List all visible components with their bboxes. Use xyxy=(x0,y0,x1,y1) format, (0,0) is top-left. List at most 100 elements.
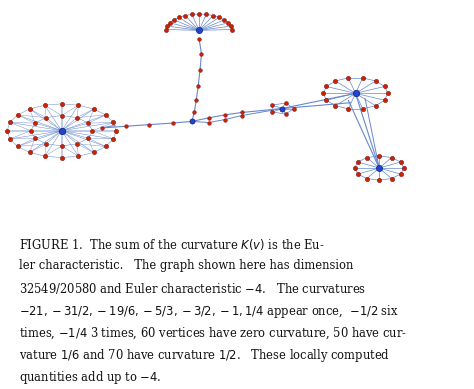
Point xyxy=(269,109,276,115)
Point xyxy=(27,128,35,134)
Point xyxy=(205,115,212,121)
Point xyxy=(102,112,109,118)
Point xyxy=(90,106,98,112)
Point xyxy=(290,105,298,112)
Point xyxy=(26,106,33,112)
Point xyxy=(359,75,366,81)
Point xyxy=(43,114,50,121)
Point xyxy=(146,121,153,128)
Point xyxy=(195,11,203,17)
Point xyxy=(73,114,81,121)
Point xyxy=(323,97,330,103)
Point xyxy=(372,103,379,109)
Point xyxy=(163,23,171,29)
Point xyxy=(397,159,404,165)
Point xyxy=(228,23,235,29)
Point xyxy=(58,154,65,161)
Point xyxy=(278,105,286,112)
Point xyxy=(202,11,210,18)
Point xyxy=(220,17,228,23)
Point xyxy=(89,128,96,134)
Point xyxy=(354,159,362,165)
Point xyxy=(109,119,117,126)
Point xyxy=(345,75,352,81)
Point xyxy=(192,97,200,103)
Point xyxy=(6,136,14,142)
Point xyxy=(14,144,21,150)
Point xyxy=(372,78,379,84)
Text: $-21, -31/2, -19/6, -5/3, -3/2, -1, 1/4$ appear once,  $-1/2$ six: $-21, -31/2, -19/6, -5/3, -3/2, -1, 1/4$… xyxy=(19,303,399,320)
Point xyxy=(363,175,371,182)
Point xyxy=(58,101,65,107)
Point xyxy=(397,171,404,177)
Point xyxy=(354,171,362,177)
Point xyxy=(221,112,229,118)
Point xyxy=(319,90,327,96)
Point xyxy=(388,154,395,161)
Point xyxy=(351,165,358,171)
Point xyxy=(359,106,366,112)
Point xyxy=(375,153,383,159)
Point xyxy=(345,106,352,112)
Point xyxy=(41,102,48,108)
Text: 32549/20580 and Euler characteristic $-4$.   The curvatures: 32549/20580 and Euler characteristic $-4… xyxy=(19,281,366,296)
Point xyxy=(269,102,276,108)
Point xyxy=(282,111,290,117)
Point xyxy=(400,165,408,171)
Point xyxy=(205,119,212,126)
Point xyxy=(58,112,65,119)
Point xyxy=(42,141,50,147)
Point xyxy=(102,144,109,150)
Point xyxy=(3,128,11,134)
Text: FIGURE 1.  The sum of the curvature $K(v)$ is the Eu-: FIGURE 1. The sum of the curvature $K(v)… xyxy=(19,237,325,252)
Point xyxy=(31,120,39,126)
Point xyxy=(384,90,392,96)
Point xyxy=(162,26,170,33)
Point xyxy=(215,14,223,21)
Text: times, $-1/4$ 3 times, 60 vertices have zero curvature, 50 have cur-: times, $-1/4$ 3 times, 60 vertices have … xyxy=(19,325,407,341)
Point xyxy=(31,135,39,142)
Point xyxy=(375,165,383,171)
Point xyxy=(166,19,173,26)
Point xyxy=(90,149,98,156)
Point xyxy=(188,11,196,18)
Point xyxy=(84,135,92,142)
Point xyxy=(198,51,205,57)
Point xyxy=(191,109,198,115)
Point xyxy=(228,26,236,33)
Text: quantities add up to $-4$.: quantities add up to $-4$. xyxy=(19,370,161,386)
Point xyxy=(58,143,65,149)
Point xyxy=(98,125,106,131)
Point xyxy=(225,19,232,26)
Point xyxy=(332,78,339,84)
Point xyxy=(221,116,229,123)
Point xyxy=(188,118,196,124)
Point xyxy=(182,12,189,19)
Point xyxy=(196,67,204,73)
Text: vature $1/6$ and 70 have curvature $1/2$.   These locally computed: vature $1/6$ and 70 have curvature $1/2$… xyxy=(19,347,390,364)
Point xyxy=(112,128,120,134)
Point xyxy=(75,153,82,159)
Point xyxy=(381,83,388,89)
Point xyxy=(41,153,48,159)
Point xyxy=(175,14,183,21)
Point xyxy=(195,27,203,33)
Point xyxy=(209,12,217,19)
Point xyxy=(238,112,246,119)
Point xyxy=(26,149,33,156)
Point xyxy=(170,17,178,23)
Point xyxy=(58,128,65,134)
Point xyxy=(169,120,177,126)
Point xyxy=(381,97,388,103)
Point xyxy=(194,83,202,89)
Point xyxy=(6,119,14,126)
Point xyxy=(14,112,21,118)
Point xyxy=(375,177,383,183)
Point xyxy=(323,83,330,89)
Point xyxy=(73,141,81,147)
Point xyxy=(352,90,359,96)
Point xyxy=(332,103,339,109)
Point xyxy=(238,109,246,116)
Point xyxy=(75,102,82,108)
Point xyxy=(195,35,203,42)
